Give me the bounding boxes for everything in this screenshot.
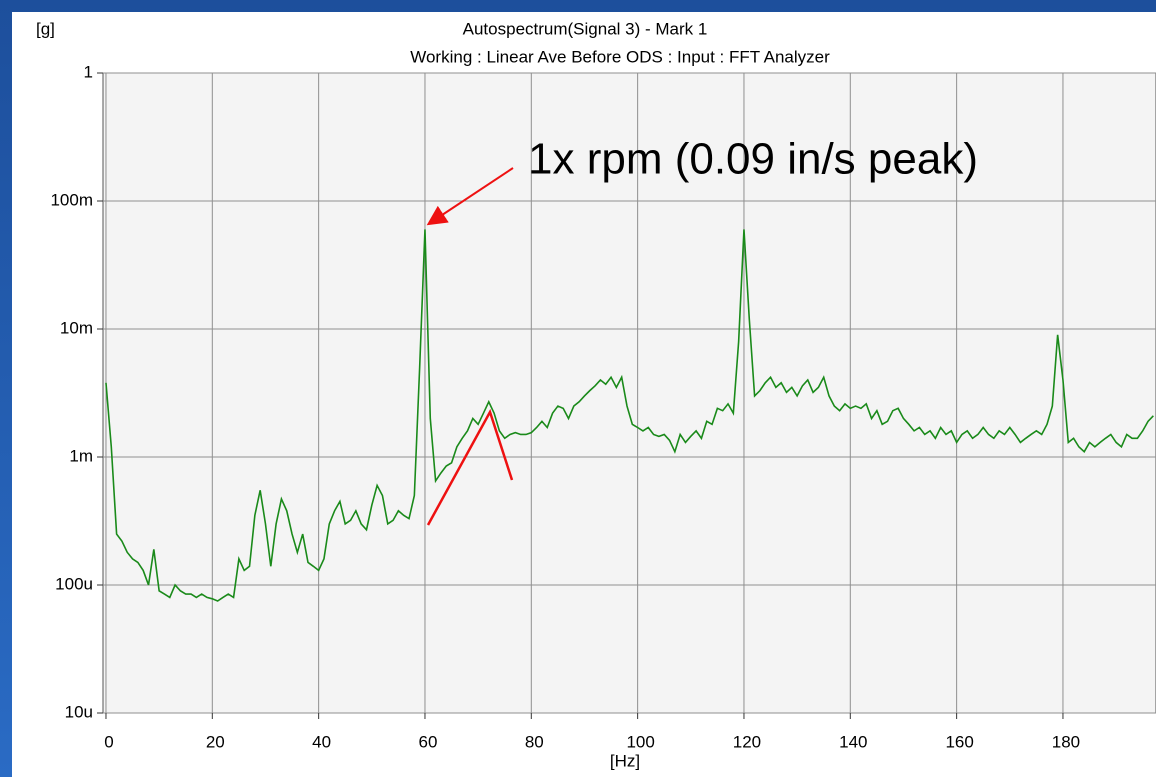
x-axis-label: [Hz] [610,751,640,770]
x-tick-label: 20 [206,732,225,751]
x-tick-label: 0 [104,732,113,751]
x-tick-label: 80 [525,732,544,751]
y-tick-label: 10m [60,318,93,337]
y-tick-label: 10u [65,702,93,721]
annotation: 1x rpm (0.09 in/s peak) [528,135,978,184]
annotation-lines [426,408,514,526]
x-tick-label: 140 [839,732,867,751]
x-tick-label: 60 [419,732,438,751]
x-tick-label: 180 [1052,732,1080,751]
x-tick-label: 40 [312,732,331,751]
chart-subtitle: Working : Linear Ave Before ODS : Input … [410,47,830,66]
y-tick-label: 1m [69,446,93,465]
spectrum-line [105,229,1154,602]
marks [105,229,1154,602]
x-tick-label: 100 [626,732,654,751]
y-tick-label: 1 [84,62,93,81]
grid [97,72,1156,719]
y-axis-label: [g] [36,19,55,38]
chart-title: Autospectrum(Signal 3) - Mark 1 [463,19,708,38]
y-tick-label: 100u [55,574,93,593]
x-tick-label: 160 [945,732,973,751]
x-tick-label: 120 [733,732,761,751]
plot-area [102,72,1156,714]
annotation-arrow [426,167,514,226]
y-tick-label: 100m [50,190,93,209]
